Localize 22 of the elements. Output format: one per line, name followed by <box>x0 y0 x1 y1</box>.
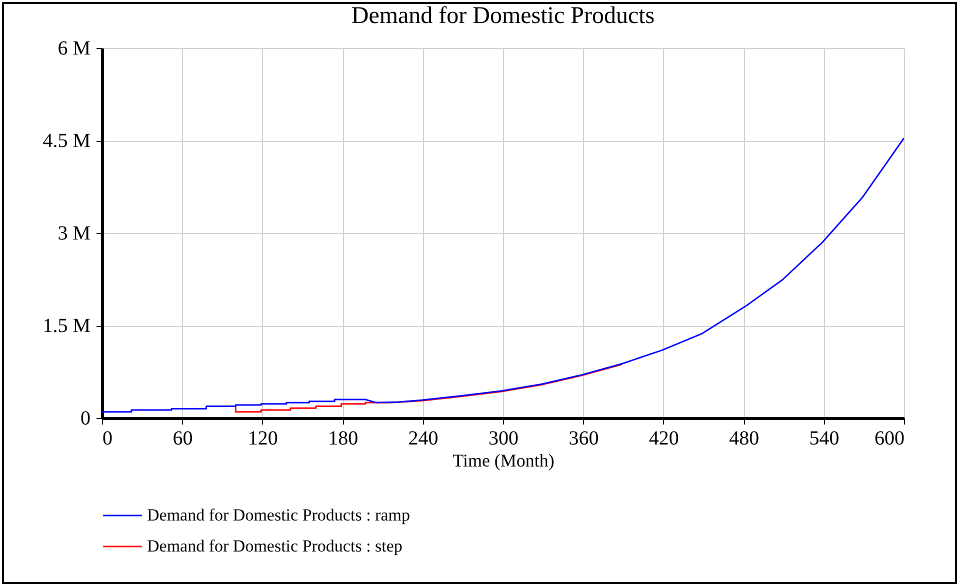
y-tick-label: 4.5 M <box>42 130 91 152</box>
x-tick-label: 60 <box>172 428 193 450</box>
x-tick-label: 420 <box>648 428 679 450</box>
x-tick-label: 360 <box>568 428 599 450</box>
legend-label: Demand for Domestic Products : step <box>147 536 402 556</box>
y-tick-label: 6 M <box>58 38 91 60</box>
x-tick-label: 540 <box>809 428 840 450</box>
x-tick-label: 480 <box>729 428 760 450</box>
x-tick-label: 0 <box>102 428 112 450</box>
x-axis-title: Time (Month) <box>452 450 554 470</box>
x-tick-label: 180 <box>328 428 358 450</box>
y-tick-label: 3 M <box>58 222 91 244</box>
y-tick-label: 0 <box>80 408 90 430</box>
x-tick-label: 300 <box>488 428 518 450</box>
x-tick-label: 240 <box>408 428 438 450</box>
legend-label: Demand for Domestic Products : ramp <box>147 506 410 524</box>
x-tick-label: 600 <box>874 428 904 450</box>
chart-title: Demand for Domestic Products <box>351 3 655 29</box>
line-series <box>234 364 623 413</box>
y-tick-label: 1.5 M <box>42 315 91 337</box>
line-series <box>102 137 904 413</box>
x-tick-label: 120 <box>248 428 278 450</box>
